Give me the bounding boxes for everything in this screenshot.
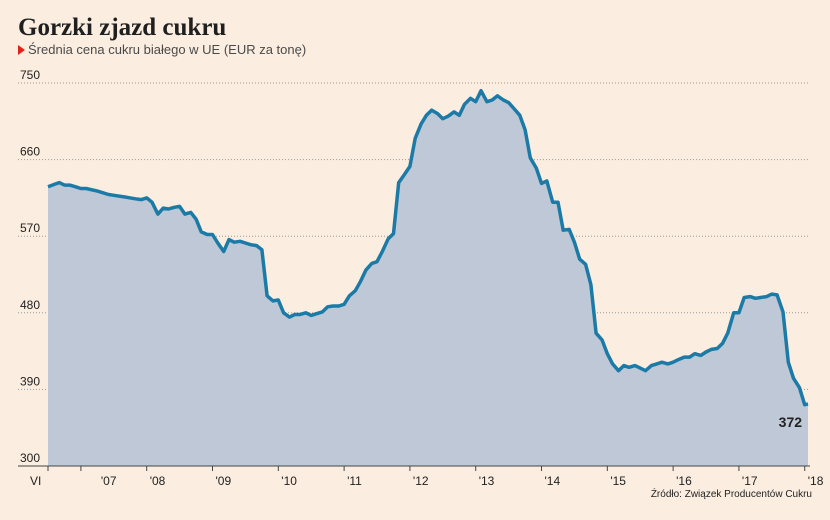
- source-note: Źródło: Związek Producentów Cukru: [650, 489, 812, 500]
- y-tick-label: 750: [20, 68, 40, 82]
- x-tick-label: '14: [545, 474, 561, 488]
- y-axis-ticks: 300 390 480 570 660 750: [20, 68, 40, 465]
- chart-title: Gorzki zjazd cukru: [18, 14, 227, 41]
- x-tick-label: VI: [30, 474, 41, 488]
- chart-subtitle-row: Średnia cena cukru białego w UE (EUR za …: [18, 42, 306, 57]
- end-value-label: 372: [779, 414, 803, 430]
- x-tick-label: '11: [347, 474, 362, 488]
- x-tick-label: '18: [808, 474, 824, 488]
- x-tick-label: '17: [742, 474, 758, 488]
- x-tick-label: '09: [216, 474, 232, 488]
- price-line: [47, 88, 809, 407]
- y-tick-label: 480: [20, 298, 40, 312]
- x-tick-label: '10: [281, 474, 297, 488]
- x-tick-label: '16: [676, 474, 692, 488]
- x-tick-label: '15: [610, 474, 626, 488]
- x-tick-label: '08: [150, 474, 166, 488]
- x-tick-label: '13: [479, 474, 495, 488]
- x-tick-label: '07: [101, 474, 117, 488]
- y-tick-label: 660: [20, 145, 40, 159]
- red-triangle-icon: [18, 44, 25, 55]
- chart-subtitle: Średnia cena cukru białego w UE (EUR za …: [28, 42, 307, 57]
- y-tick-label: 570: [20, 221, 40, 235]
- x-tick-label: '12: [413, 474, 429, 488]
- price-area: [48, 90, 808, 466]
- y-tick-label: 390: [20, 374, 40, 388]
- x-axis-ticks: VI '07 '08 '09 '10 '11 '12 '13 '14 '15 '16 '17 '18: [30, 466, 824, 488]
- y-tick-label: 300: [20, 451, 40, 465]
